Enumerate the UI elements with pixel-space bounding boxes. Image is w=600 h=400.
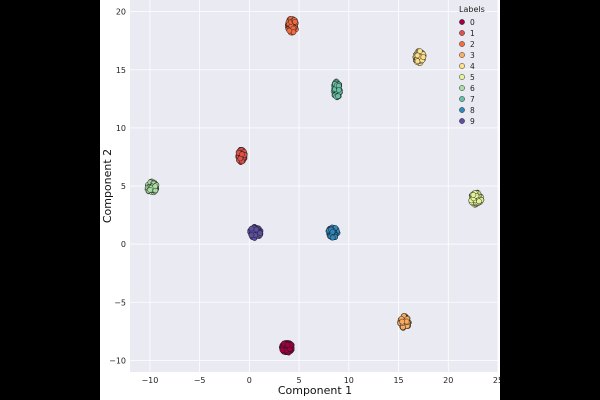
x-axis-label: Component 1 <box>278 384 352 397</box>
data-point <box>239 151 245 158</box>
data-point <box>417 48 423 54</box>
data-point <box>292 18 298 25</box>
legend-entry-label: 7 <box>470 95 475 104</box>
data-points <box>144 16 485 356</box>
y-tick-label: 5 <box>121 182 126 191</box>
y-tick-label: −10 <box>109 356 126 365</box>
legend-entry-label: 6 <box>470 84 475 93</box>
legend-marker <box>459 74 465 80</box>
series-1 <box>235 146 248 165</box>
legend-title: Labels <box>459 5 485 14</box>
legend-entry-label: 1 <box>470 29 475 38</box>
data-point <box>248 225 255 232</box>
data-point <box>329 228 336 235</box>
x-tick-label: 10 <box>344 376 354 385</box>
series-4 <box>412 48 427 66</box>
y-tick-label: −5 <box>114 298 126 307</box>
y-tick-label: 15 <box>116 66 126 75</box>
y-tick-label: 20 <box>116 8 126 17</box>
legend-marker <box>459 30 465 36</box>
x-tick-label: 5 <box>297 376 302 385</box>
x-tick-label: −5 <box>194 376 206 385</box>
legend-marker <box>459 107 465 113</box>
data-point <box>248 232 255 238</box>
data-point <box>414 52 421 59</box>
x-tick-label: 25 <box>493 376 500 385</box>
y-tick-label: 10 <box>116 124 126 133</box>
legend-marker <box>459 118 465 124</box>
series-2 <box>285 16 299 36</box>
y-axis-label: Component 2 <box>101 149 114 223</box>
y-tick-label: 0 <box>121 240 126 249</box>
data-point <box>284 342 291 348</box>
legend-entry-label: 9 <box>470 117 475 126</box>
data-point <box>336 87 342 93</box>
data-point <box>470 192 477 198</box>
data-point <box>335 93 341 99</box>
legend: Labels 0 1 2 3 4 5 6 7 8 9 <box>459 5 485 126</box>
y-axis-ticks: −10 −5 0 5 10 15 20 <box>109 8 126 366</box>
legend-marker <box>459 41 465 47</box>
data-point <box>329 234 336 241</box>
data-point <box>279 347 286 353</box>
data-point <box>476 198 482 205</box>
data-point <box>399 318 406 325</box>
legend-marker <box>459 52 465 58</box>
series-5 <box>468 189 485 208</box>
legend-entry-label: 0 <box>470 18 475 27</box>
x-tick-label: −10 <box>141 376 158 385</box>
data-point <box>286 27 293 34</box>
legend-entry-label: 5 <box>470 73 475 82</box>
series-8 <box>325 224 341 241</box>
x-tick-label: 20 <box>443 376 453 385</box>
legend-entry-label: 4 <box>470 62 475 71</box>
grid <box>130 0 499 372</box>
series-3 <box>397 313 412 331</box>
series-9 <box>247 224 264 241</box>
series-6 <box>144 178 160 196</box>
data-point <box>257 230 263 237</box>
legend-entry-label: 2 <box>470 40 475 49</box>
series-0 <box>278 340 295 356</box>
x-axis-ticks: −10 −5 0 5 10 15 20 25 <box>141 376 500 385</box>
series-7 <box>330 78 343 101</box>
legend-entry-label: 3 <box>470 51 475 60</box>
legend-marker <box>459 63 465 69</box>
data-point <box>147 187 153 193</box>
x-tick-label: 15 <box>393 376 403 385</box>
data-point <box>420 54 427 60</box>
legend-marker <box>459 96 465 102</box>
legend-entry-label: 8 <box>470 106 475 115</box>
data-point <box>152 183 159 190</box>
legend-marker <box>459 85 465 91</box>
legend-marker <box>459 19 465 25</box>
x-tick-label: 0 <box>247 376 252 385</box>
